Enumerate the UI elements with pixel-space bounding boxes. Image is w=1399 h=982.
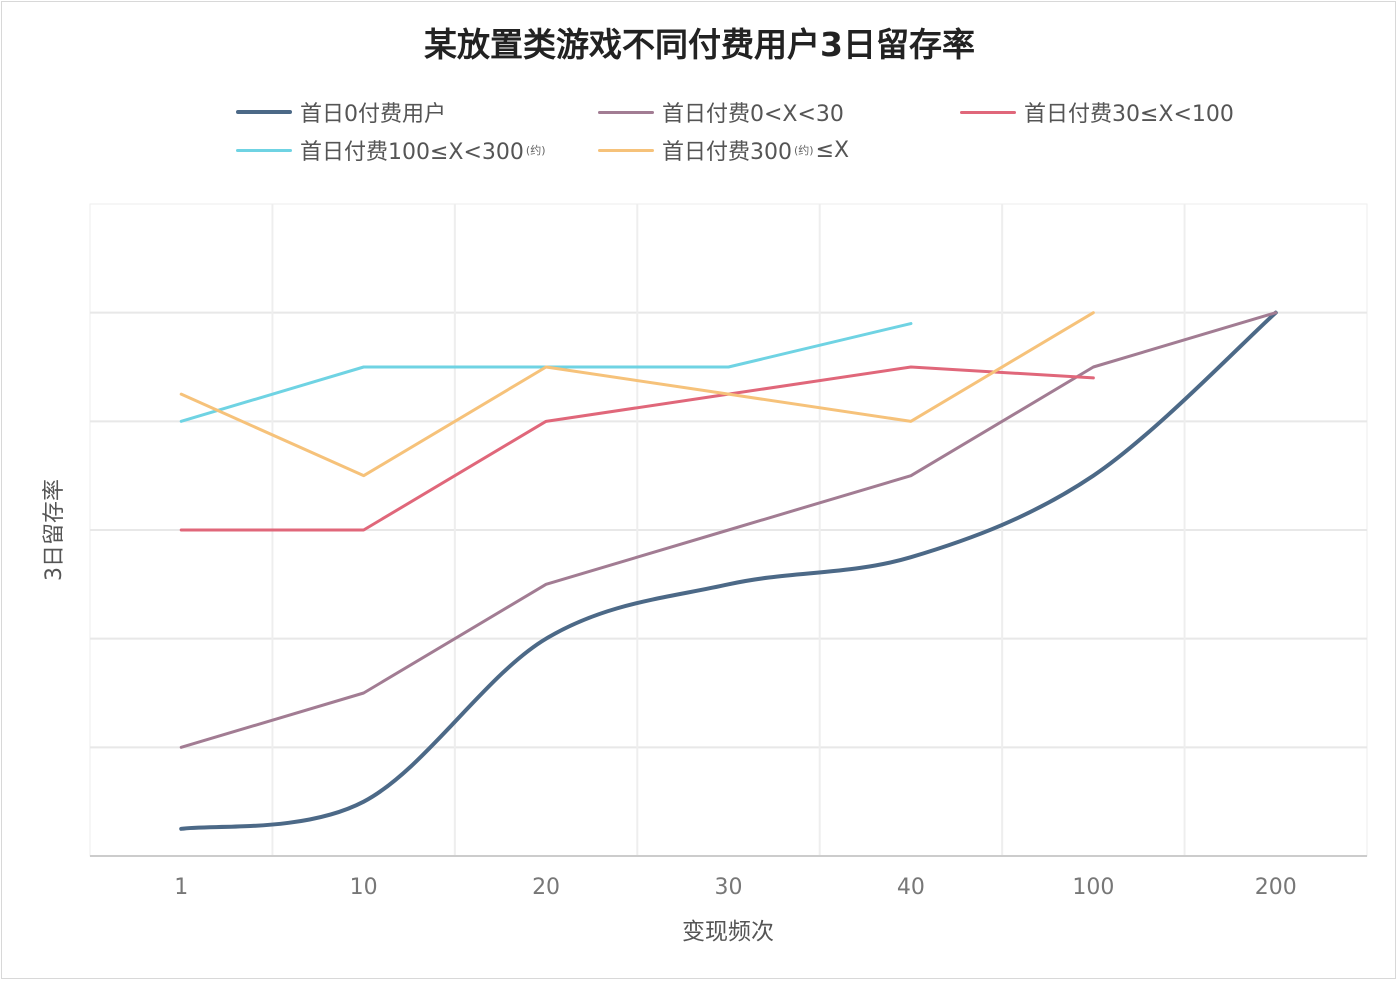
x-tick-label: 20 xyxy=(532,875,560,900)
legend-swatch xyxy=(960,110,1016,114)
legend-item[interactable]: 首日付费30≤X<100 xyxy=(960,96,1234,128)
legend-note: (约) xyxy=(794,144,814,157)
legend-item[interactable]: 首日0付费用户 xyxy=(236,96,446,128)
legend-swatch xyxy=(236,110,292,114)
chart-title: 某放置类游戏不同付费用户3日留存率 xyxy=(424,25,975,64)
x-tick-label: 1 xyxy=(174,875,188,900)
legend-label: 首日付费0<X<30 xyxy=(662,102,844,127)
series-line-0 xyxy=(179,310,1278,831)
legend-label: 首日付费30≤X<100 xyxy=(1024,102,1234,127)
legend-swatch xyxy=(236,148,292,152)
series-line-2 xyxy=(179,365,1095,532)
legend-swatch xyxy=(598,110,654,114)
legend-item[interactable]: 首日付费300 (约) ≤X xyxy=(598,134,849,166)
x-tick-label: 40 xyxy=(897,875,925,900)
legend-swatch xyxy=(598,148,654,152)
x-tick-label: 30 xyxy=(715,875,743,900)
legend-note: (约) xyxy=(525,144,546,157)
x-axis-label: 变现频次 xyxy=(682,919,774,945)
legend-label: 首日付费300 xyxy=(662,140,792,165)
legend-label: 首日付费100≤X<300 xyxy=(300,140,524,165)
legend-item[interactable]: 首日付费100≤X<300 (约) xyxy=(236,134,548,166)
x-tick-label: 200 xyxy=(1255,875,1297,900)
series-line-1 xyxy=(179,311,1278,749)
x-tick-label: 100 xyxy=(1072,875,1114,900)
legend-suffix: ≤X xyxy=(815,137,850,163)
legend-label: 首日0付费用户 xyxy=(300,102,446,127)
y-axis-label: 3日留存率 xyxy=(42,479,67,581)
x-tick-label: 10 xyxy=(350,875,378,900)
legend-item[interactable]: 首日付费0<X<30 xyxy=(598,96,844,128)
series-line-4 xyxy=(179,311,1095,478)
